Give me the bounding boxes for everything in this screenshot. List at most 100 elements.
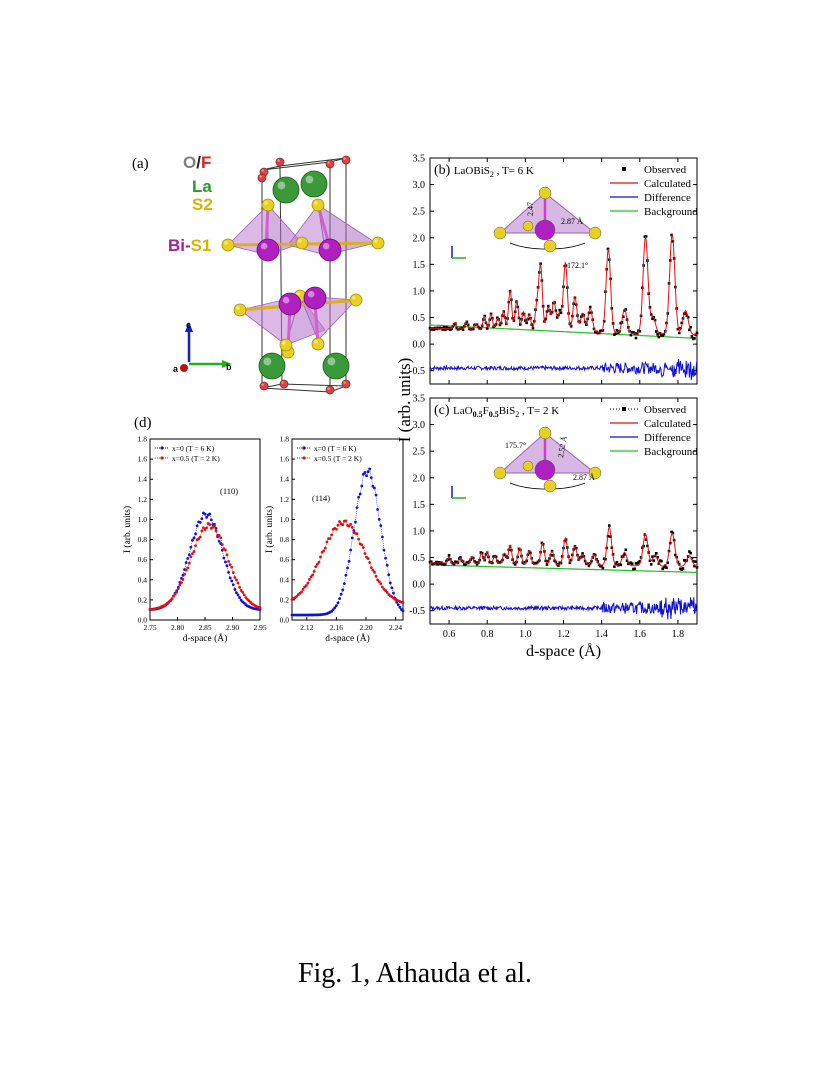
data-point [354,520,357,524]
x-tick-label: 1.8 [672,629,685,640]
panel-d-label: (d) [134,415,152,431]
x-axis-label: d-space (Å) [325,632,370,644]
data-point [308,578,311,581]
panel-d-peak-comparison: (d) 0.0 0.2 0.4 0.6 0.8 1.0 1.2 1.4 1.6 1.8 2.75 2.… [122,415,405,645]
observed-point [614,562,617,566]
lanthanum-atom [272,176,300,204]
data-point [187,553,191,557]
sulfur-atom [295,236,309,250]
y-tick-label: 0.2 [138,595,148,604]
observed-point [690,556,694,560]
observed-point [540,541,544,545]
y-tick-label: 3.0 [413,180,426,191]
y-tick-label: 0.0 [413,340,426,351]
data-point [209,518,213,522]
peak-annotation: (110) [220,486,238,496]
data-point [384,556,387,560]
observed-point [597,331,601,335]
observed-point [644,538,648,542]
sulfur-atom [233,303,247,317]
legend-label: x=0 (T = 6 K) [172,444,215,453]
legend-swatch [622,167,626,171]
data-point [231,571,235,574]
observed-point [455,326,458,330]
observed-point [677,562,681,566]
legend-a-entry: O/F [183,153,211,172]
observed-point [657,335,661,339]
y-tick-label: 1.2 [280,495,290,504]
observed-point [464,562,467,566]
data-point [195,524,199,528]
series-points [290,519,405,604]
observed-point [559,311,563,315]
lanthanum-atom [322,352,350,380]
y-tick-label: 0.6 [138,555,148,564]
y-tick-label: 1.5 [413,260,426,271]
observed-point [491,561,494,565]
observed-point [662,566,666,569]
y-tick-label: 2.0 [413,233,426,244]
x-tick-label: 0.6 [443,629,456,640]
observed-point [651,555,654,558]
inset-atom [493,226,507,240]
observed-point [588,305,592,309]
background-line [430,564,697,573]
observed-point [684,311,687,315]
observed-point [652,559,656,562]
data-point [350,536,354,540]
data-point [187,561,191,565]
observed-point [569,325,573,328]
data-point [258,606,262,610]
observed-point [442,325,446,329]
sulfur-atom [261,198,275,212]
data-point [241,590,245,594]
observed-point [693,564,696,568]
inset-atom [588,226,602,240]
data-point [170,597,174,601]
chart-d1-110-peak: 0.0 0.2 0.4 0.6 0.8 1.0 1.2 1.4 1.6 1.8 2.75 2.80 2.… [122,435,267,645]
observed-point [477,325,480,329]
observed-point [655,551,658,555]
bismuth-atom [318,238,342,262]
bismuth-atom [278,292,302,316]
x-tick-label: 2.24 [389,623,402,632]
y-tick-label: 1.4 [280,475,290,484]
data-point [390,586,394,590]
observed-point [461,328,465,331]
observed-point [601,329,605,332]
data-point [376,508,380,511]
observed-point [435,560,438,564]
x-tick-label: 2.75 [143,623,156,632]
observed-point [614,332,617,335]
data-point [306,581,310,585]
data-point [357,537,360,541]
legend-swatch [622,407,626,411]
data-point [176,587,180,591]
observed-point [555,316,559,319]
observed-point [680,321,684,325]
data-point [344,573,348,577]
observed-point [593,553,597,557]
x-axis-label: d-space (Å) [526,642,601,660]
observed-point [460,326,464,330]
y-tick-label: 0.0 [280,616,290,625]
data-point [317,560,321,564]
observed-point [525,321,528,325]
observed-point [496,316,499,320]
data-point [208,523,212,526]
observed-point [581,552,584,555]
y-tick-label: 3.5 [413,394,426,405]
observed-point [656,555,659,559]
observed-point [615,560,619,564]
sulfur-atom [349,293,363,307]
data-point [342,582,346,586]
sulfur-atom [311,198,325,212]
legend-label: Observed [644,164,687,176]
observed-point [596,560,600,563]
legend-label: Observed [644,404,687,416]
observed-point [587,564,591,568]
oxygen-fluorine-atom [341,379,351,389]
observed-point [549,312,553,315]
observed-point [498,323,502,327]
